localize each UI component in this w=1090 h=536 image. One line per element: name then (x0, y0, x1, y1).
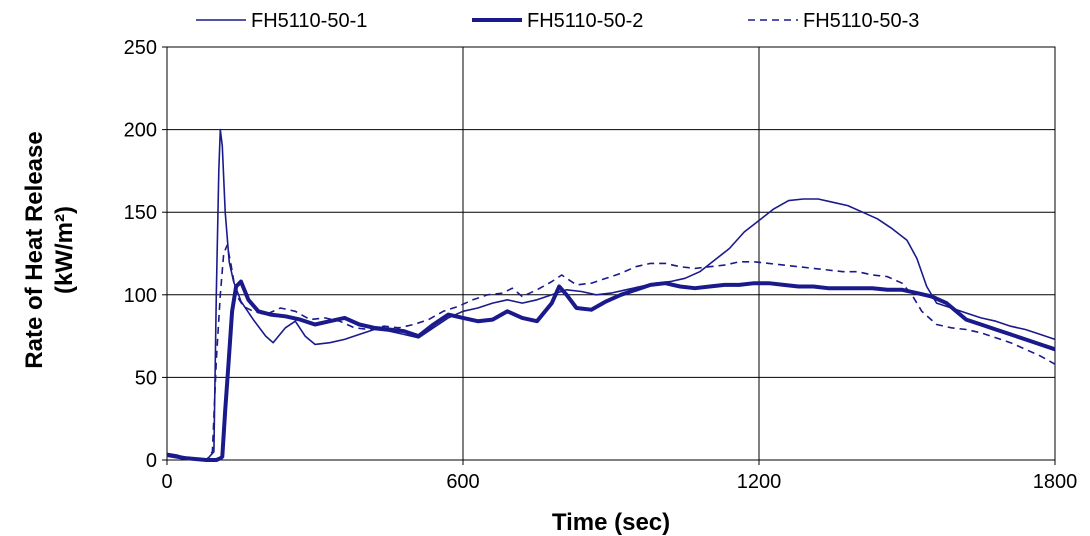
y-axis-ticks: 0 50 100 150 200 250 (124, 37, 167, 472)
legend: FH5110-50-1 FH5110-50-2 FH5110-50-3 (196, 10, 919, 32)
legend-label-1: FH5110-50-1 (251, 10, 367, 32)
y-axis-title-line2: (kW/m²) (51, 206, 78, 294)
y-tick-label: 250 (124, 37, 157, 59)
x-axis-ticks: 0 600 1200 1800 (161, 460, 1077, 493)
y-tick-label: 50 (135, 367, 157, 389)
series-line-1 (166, 128, 1056, 461)
legend-label-3: FH5110-50-3 (803, 10, 919, 32)
x-tick-label: 0 (161, 471, 172, 493)
x-tick-label: 600 (446, 471, 479, 493)
y-axis-title-line1: Rate of Heat Release (21, 131, 48, 368)
grid (167, 46, 1055, 460)
x-axis-title: Time (sec) (552, 509, 670, 536)
y-tick-label: 0 (146, 450, 157, 472)
series-layer (166, 128, 1056, 462)
y-tick-label: 100 (124, 285, 157, 307)
series-line-2 (166, 279, 1056, 462)
legend-label-2: FH5110-50-2 (527, 10, 643, 32)
y-tick-label: 150 (124, 202, 157, 224)
plot-area (166, 46, 1056, 461)
x-tick-label: 1800 (1033, 471, 1078, 493)
series-line-3 (166, 244, 1056, 461)
x-tick-label: 1200 (737, 471, 782, 493)
y-tick-label: 200 (124, 120, 157, 142)
